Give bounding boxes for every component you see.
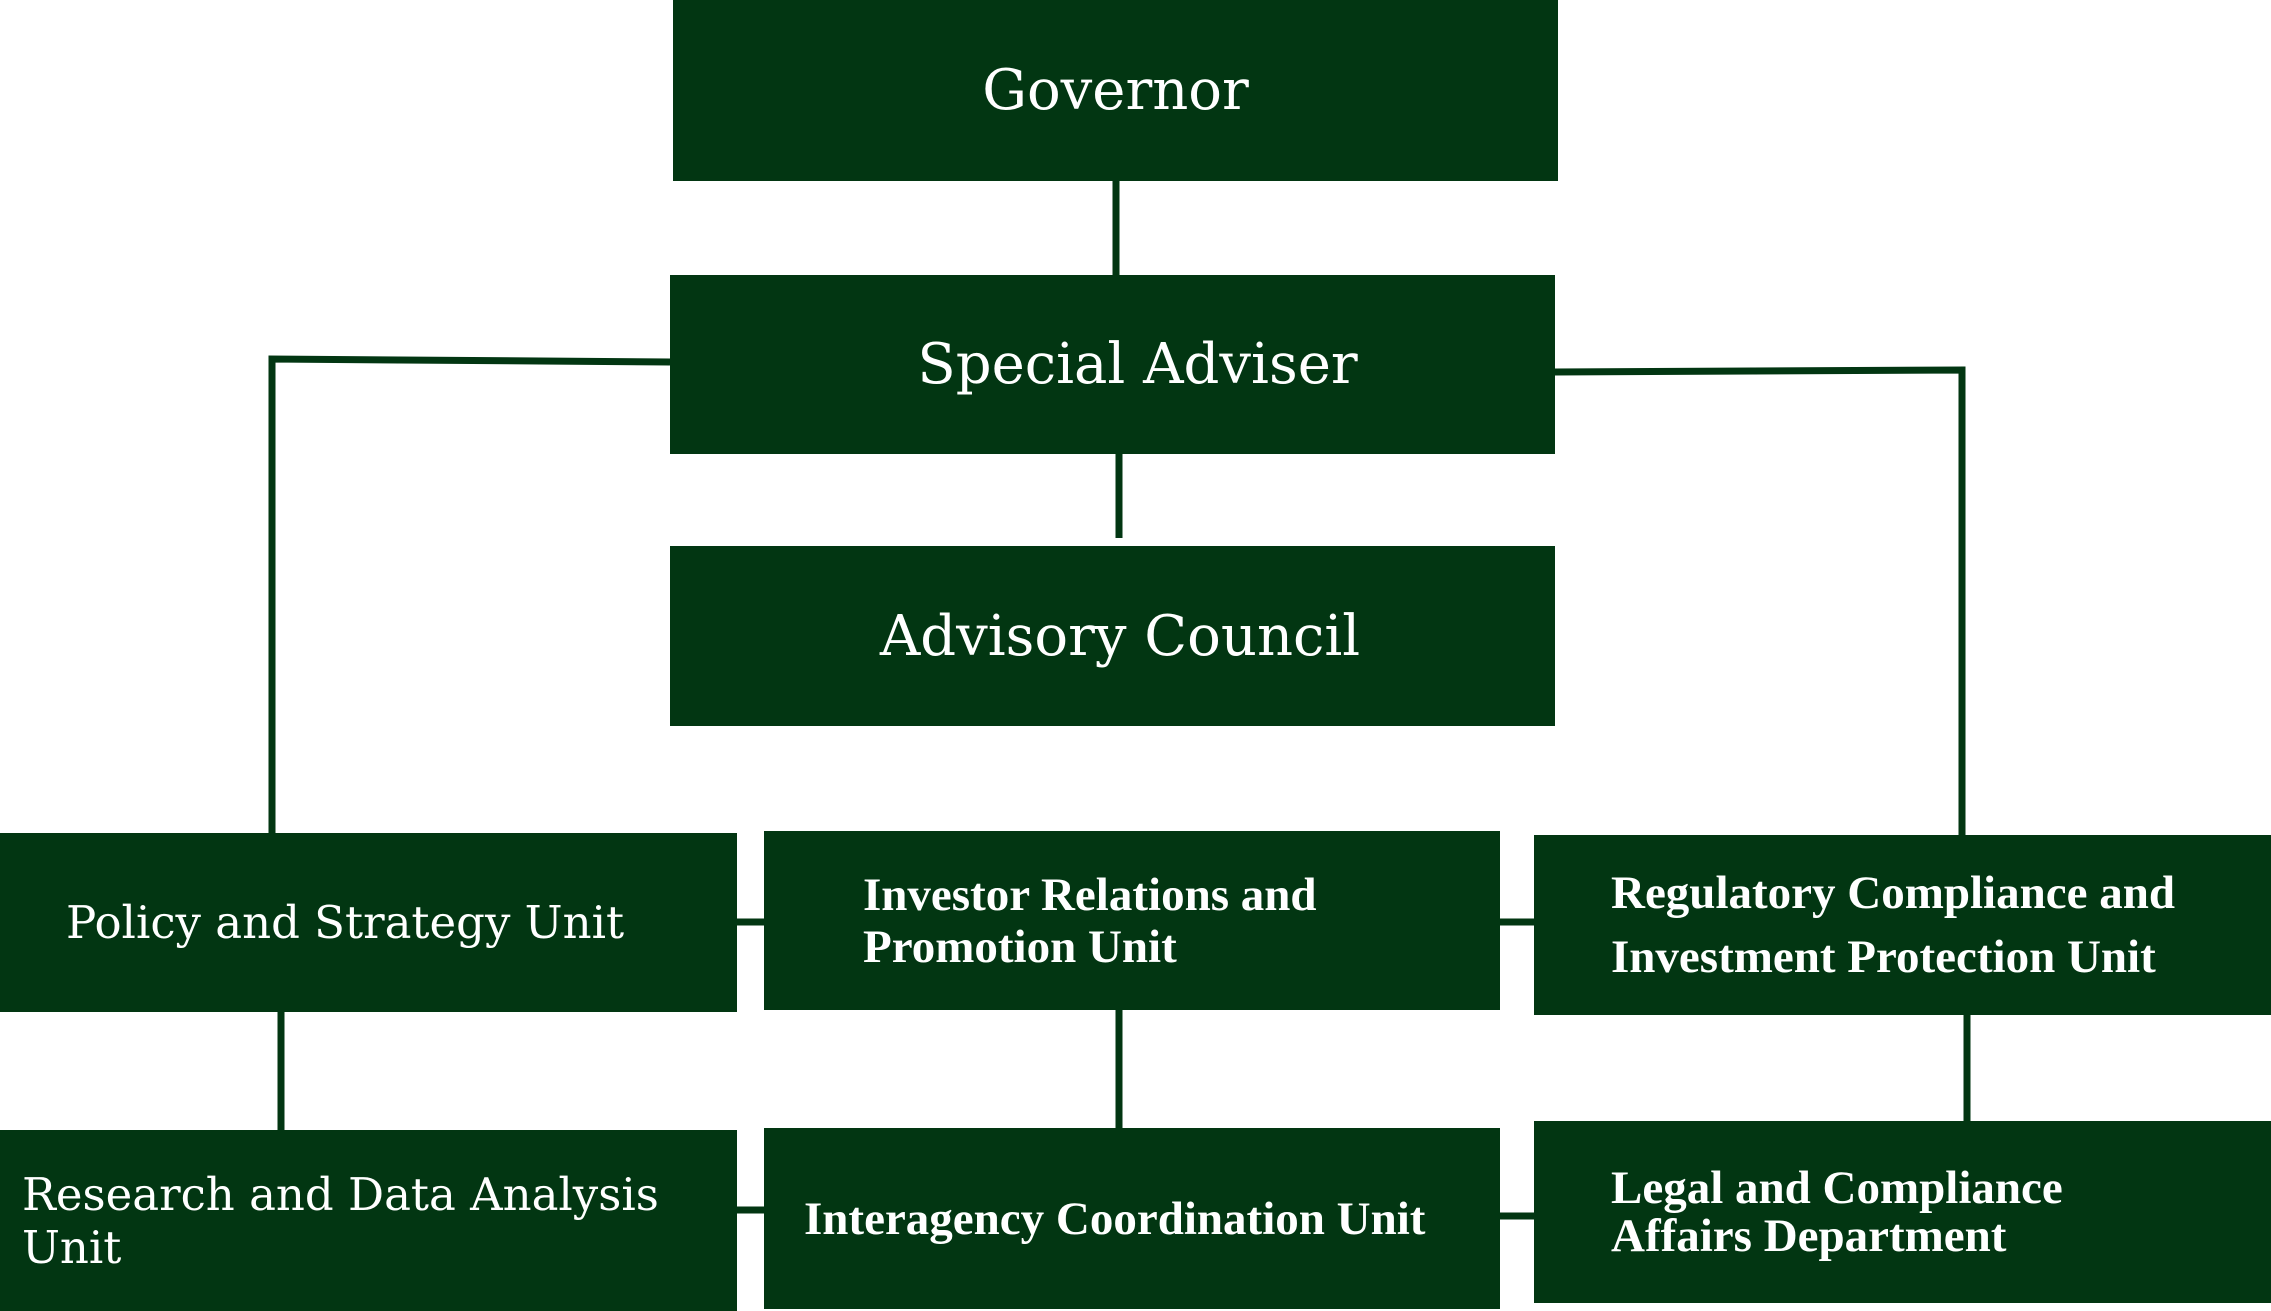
- advisory-council-box: Advisory Council: [670, 546, 1555, 726]
- governor-label: Governor: [982, 58, 1249, 123]
- investor-relations-unit-label: Investor Relations and Promotion Unit: [863, 868, 1317, 973]
- connector-adviser-regulatory: [1554, 366, 1966, 838]
- interagency-coordination-unit-box: Interagency Coordination Unit: [764, 1128, 1500, 1309]
- legal-compliance-department-label: Legal and Compliance Affairs Department: [1611, 1162, 2063, 1262]
- research-data-unit-box: Research and Data Analysis Unit: [0, 1130, 737, 1311]
- research-data-unit-label: Research and Data Analysis Unit: [22, 1167, 659, 1274]
- connector-adviser-policy: [268, 355, 671, 835]
- interagency-coordination-unit-label: Interagency Coordination Unit: [804, 1192, 1426, 1245]
- policy-strategy-unit-box: Policy and Strategy Unit: [0, 833, 737, 1012]
- regulatory-compliance-unit-label: Regulatory Compliance and Investment Pro…: [1611, 867, 2175, 983]
- special-adviser-box: Special Adviser: [670, 275, 1555, 454]
- policy-strategy-unit-label: Policy and Strategy Unit: [66, 896, 625, 949]
- special-adviser-label: Special Adviser: [917, 332, 1358, 397]
- investor-relations-unit-box: Investor Relations and Promotion Unit: [764, 831, 1500, 1010]
- governor-box: Governor: [673, 0, 1558, 181]
- advisory-council-label: Advisory Council: [879, 603, 1361, 669]
- legal-compliance-department-box: Legal and Compliance Affairs Department: [1534, 1121, 2271, 1303]
- regulatory-compliance-unit-box: Regulatory Compliance and Investment Pro…: [1534, 835, 2271, 1015]
